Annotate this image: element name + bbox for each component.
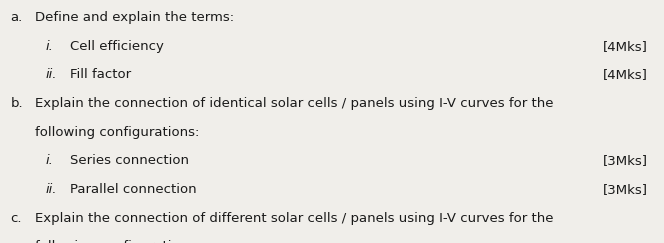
Text: Series connection: Series connection: [70, 154, 189, 167]
Text: b.: b.: [11, 97, 23, 110]
Text: ii.: ii.: [45, 183, 56, 196]
Text: Explain the connection of different solar cells / panels using I-V curves for th: Explain the connection of different sola…: [35, 212, 553, 225]
Text: a.: a.: [11, 11, 23, 24]
Text: [4Mks]: [4Mks]: [602, 40, 647, 52]
Text: ii.: ii.: [45, 68, 56, 81]
Text: Define and explain the terms:: Define and explain the terms:: [35, 11, 234, 24]
Text: following configurations:: following configurations:: [35, 240, 199, 243]
Text: following configurations:: following configurations:: [35, 126, 199, 139]
Text: Cell efficiency: Cell efficiency: [70, 40, 163, 52]
Text: [3Mks]: [3Mks]: [602, 183, 647, 196]
Text: Explain the connection of identical solar cells / panels using I-V curves for th: Explain the connection of identical sola…: [35, 97, 553, 110]
Text: c.: c.: [11, 212, 22, 225]
Text: i.: i.: [45, 40, 53, 52]
Text: Fill factor: Fill factor: [70, 68, 131, 81]
Text: [3Mks]: [3Mks]: [602, 154, 647, 167]
Text: Parallel connection: Parallel connection: [70, 183, 197, 196]
Text: [4Mks]: [4Mks]: [602, 68, 647, 81]
Text: i.: i.: [45, 154, 53, 167]
